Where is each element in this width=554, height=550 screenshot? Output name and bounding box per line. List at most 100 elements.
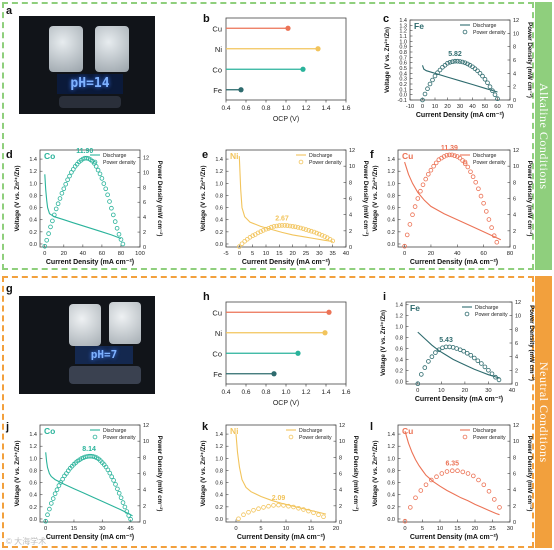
discharge-curve (44, 174, 122, 240)
power-point (418, 188, 423, 194)
x-tick-label: 10 (437, 526, 443, 532)
y-tick-label: 0.5 (399, 66, 407, 72)
power-point (422, 91, 428, 97)
neutral-section-label: Neutral Conditions (537, 361, 551, 463)
y2-tick-label: 6 (513, 197, 516, 203)
y2-tick-label: 10 (143, 439, 149, 445)
discharge-curve (238, 156, 333, 243)
y-tick-label: 0.1 (399, 87, 407, 93)
power-point (427, 81, 433, 87)
power-point (415, 381, 421, 387)
y-tick-label: 1.2 (29, 169, 37, 175)
power-point (402, 518, 408, 524)
x-tick-label: 25 (303, 251, 309, 257)
y-tick-label: 0.8 (215, 193, 223, 199)
x-tick-label: 0 (238, 251, 241, 257)
power-point (492, 92, 498, 97)
alkaline-section-label: Alkaline Conditions (537, 82, 551, 190)
x-axis-label: Current Density (mA cm⁻²) (410, 259, 498, 266)
x-tick-label: 20 (472, 526, 478, 532)
legend-label-power: Power density (473, 160, 506, 166)
lollipop-dot-co (300, 66, 306, 72)
y-tick-label: 0.0 (215, 242, 223, 248)
power-point (429, 354, 435, 360)
y2-tick-label: 0 (513, 520, 516, 526)
electrolyte-cell-right (109, 302, 141, 344)
power-point (120, 241, 126, 247)
lollipop-dot-fe (238, 87, 244, 93)
power-point (63, 182, 68, 187)
x-tick-label: -10 (406, 104, 414, 110)
power-point (118, 495, 124, 501)
peak-power-label: 5.82 (448, 51, 462, 58)
power-point (116, 232, 122, 237)
power-point (444, 153, 450, 158)
power-point (486, 217, 492, 222)
x-tick-label: 10 (263, 251, 269, 257)
x-tick-label: 10 (438, 388, 444, 394)
power-point (263, 226, 269, 232)
y2-tick-label: 4 (515, 355, 518, 361)
y2-tick-label: 8 (513, 45, 516, 51)
legend-circle-swatch (298, 159, 304, 165)
y-tick-label: 1.0 (387, 181, 395, 187)
power-point (47, 506, 52, 512)
legend-label-discharge: Discharge (475, 305, 498, 311)
panel-letter-a: a (6, 5, 13, 17)
power-point (271, 224, 277, 229)
plot-frame (39, 149, 141, 248)
x-tick-label: 30 (316, 251, 322, 257)
y-axis-label: Voltage (V vs. Zn²⁺/Zn) (14, 440, 21, 506)
power-point (440, 65, 445, 70)
y-tick-label: 0.8 (215, 468, 223, 474)
power-point (476, 477, 481, 483)
x-tick-label: 25 (489, 526, 495, 532)
y2-tick-label: 10 (349, 164, 355, 170)
circuit-board (59, 96, 121, 108)
power-point (485, 80, 490, 86)
power-point (418, 372, 424, 377)
y2-tick-label: 6 (143, 200, 146, 206)
y2-tick-label: 12 (513, 148, 519, 154)
legend-label-discharge: Discharge (299, 428, 322, 434)
power-point (470, 473, 476, 479)
power-point (50, 218, 55, 224)
legend-label-power: Power density (309, 160, 342, 166)
power-point (433, 160, 439, 166)
y2-tick-label: 6 (513, 58, 516, 64)
power-point (479, 361, 484, 366)
power-point (237, 244, 242, 249)
power-point (84, 155, 89, 161)
y2-tick-label: 12 (513, 18, 519, 24)
power-point (449, 152, 455, 158)
power-point (256, 506, 261, 512)
electrolyte-cell-left (49, 26, 83, 72)
x-tick-label: 0.4 (221, 389, 230, 396)
y-tick-label: 0.0 (215, 517, 223, 523)
x-tick-label: 10 (432, 104, 438, 110)
y2-axis-label: Power Density (mW cm⁻²) (156, 436, 163, 512)
x-tick-label: 15 (276, 251, 282, 257)
x-tick-label: -5 (223, 251, 228, 257)
power-point (457, 155, 463, 161)
power-point (266, 226, 272, 231)
x-axis-label: Current Density (mA cm⁻²) (416, 112, 504, 119)
x-tick-label: 100 (135, 251, 145, 257)
y-tick-label: 0.6 (215, 206, 223, 212)
power-point (103, 186, 108, 192)
power-point (410, 212, 415, 218)
y-tick-label: -0.1 (398, 98, 407, 104)
x-tick-label: 20 (289, 251, 295, 257)
power-point (93, 164, 99, 169)
y2-axis-label: Power Density (mW cm⁻²) (362, 161, 369, 237)
y-tick-label: 1.2 (395, 314, 403, 320)
y2-tick-label: 0 (143, 245, 146, 251)
x-tick-label: 30 (457, 104, 463, 110)
metal-label: Ni (230, 151, 239, 161)
x-tick-label: 20 (428, 251, 434, 257)
y-tick-label: 0.6 (29, 206, 37, 212)
power-point (483, 209, 489, 214)
chart-panel-c: c-10 0 10 20 30 40 50 60 70-0.10.00.10.20.30.40.… (383, 13, 533, 119)
power-point (292, 224, 298, 230)
power-point (124, 509, 130, 514)
